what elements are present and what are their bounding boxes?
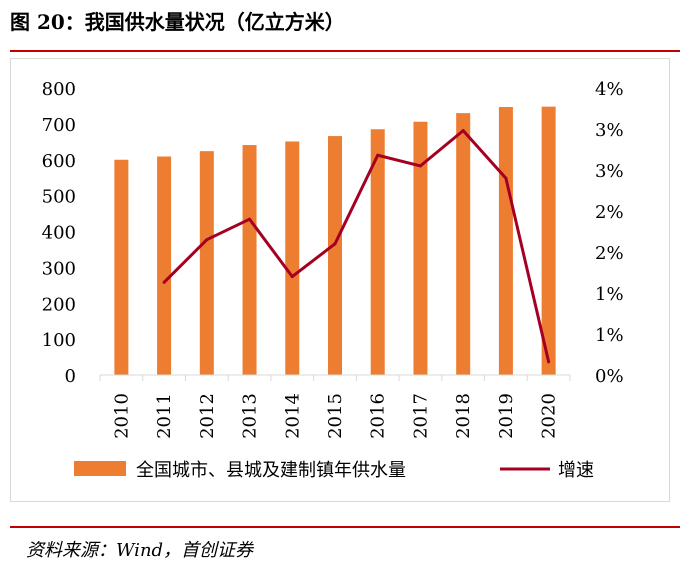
left-tick-label: 800 [42,79,76,100]
bar [328,136,342,375]
x-tick-label: 2012 [197,393,218,439]
right-tick-label: 1% [595,325,624,346]
growth-point [461,129,465,133]
bar [157,156,172,375]
left-tick-label: 500 [42,187,76,208]
figure-title: 图 20：我国供水量状况（亿立方米） [10,10,345,34]
growth-point [547,360,551,364]
bar [242,145,257,375]
chart-frame [10,58,670,502]
left-tick-label: 100 [42,330,76,351]
x-tick-label: 2015 [325,393,346,439]
right-tick-label: 3% [595,120,624,141]
left-tick-label: 400 [42,223,76,244]
source-rule [10,526,680,528]
growth-point [333,242,337,246]
x-tick-label: 2010 [111,393,132,439]
source-note: 资料来源：Wind，首创证券 [26,540,254,561]
growth-line-series [162,129,551,364]
growth-point [248,217,252,221]
right-tick-label: 3% [595,161,624,182]
x-tick-label: 2020 [539,393,560,439]
bar [199,151,214,375]
growth-line [163,129,551,363]
chart: 0 100 200 300 400 500 600 700 800 0% 1% 1% 2% 2% 3% 3%… [42,79,624,481]
x-tick-label: 2019 [496,393,517,439]
title-rule [10,50,680,52]
bar-series [114,106,556,376]
legend-line-label: 增速 [558,460,594,481]
bar [114,159,129,375]
growth-point [504,176,508,180]
x-tick-label: 2014 [282,393,303,439]
bar [498,107,513,376]
x-axis: 2010 2011 2012 2013 2014 2015 2016 2017 2018 2019… [99,375,571,439]
bar [413,121,428,375]
x-tick-label: 2018 [453,393,474,439]
x-tick-label: 2017 [410,393,431,439]
right-axis: 0% 1% 1% 2% 2% 3% 3% 4% [595,79,624,387]
bar [541,106,556,375]
bar [285,141,300,375]
growth-point [162,280,166,284]
left-tick-label: 700 [42,115,76,136]
legend-bar-label: 全国城市、县城及建制镇年供水量 [136,460,406,481]
right-tick-label: 1% [595,284,624,305]
right-tick-label: 0% [595,366,624,387]
left-tick-label: 600 [42,151,76,172]
right-tick-label: 2% [595,202,624,223]
left-tick-label: 300 [42,258,76,279]
bar [370,129,385,375]
legend-bar-swatch [74,461,126,476]
x-tick-label: 2013 [240,393,261,439]
growth-point [205,238,209,242]
growth-point [376,153,380,157]
right-tick-label: 2% [595,243,624,264]
legend: 全国城市、县城及建制镇年供水量 增速 [74,460,594,481]
left-tick-label: 0 [65,366,76,387]
growth-point [418,164,422,168]
right-tick-label: 4% [595,79,624,100]
left-tick-label: 200 [42,294,76,315]
left-axis: 0 100 200 300 400 500 600 700 800 [42,79,76,387]
growth-point [290,275,294,279]
bar [456,113,471,376]
x-tick-label: 2011 [154,393,175,439]
x-tick-label: 2016 [368,393,389,439]
